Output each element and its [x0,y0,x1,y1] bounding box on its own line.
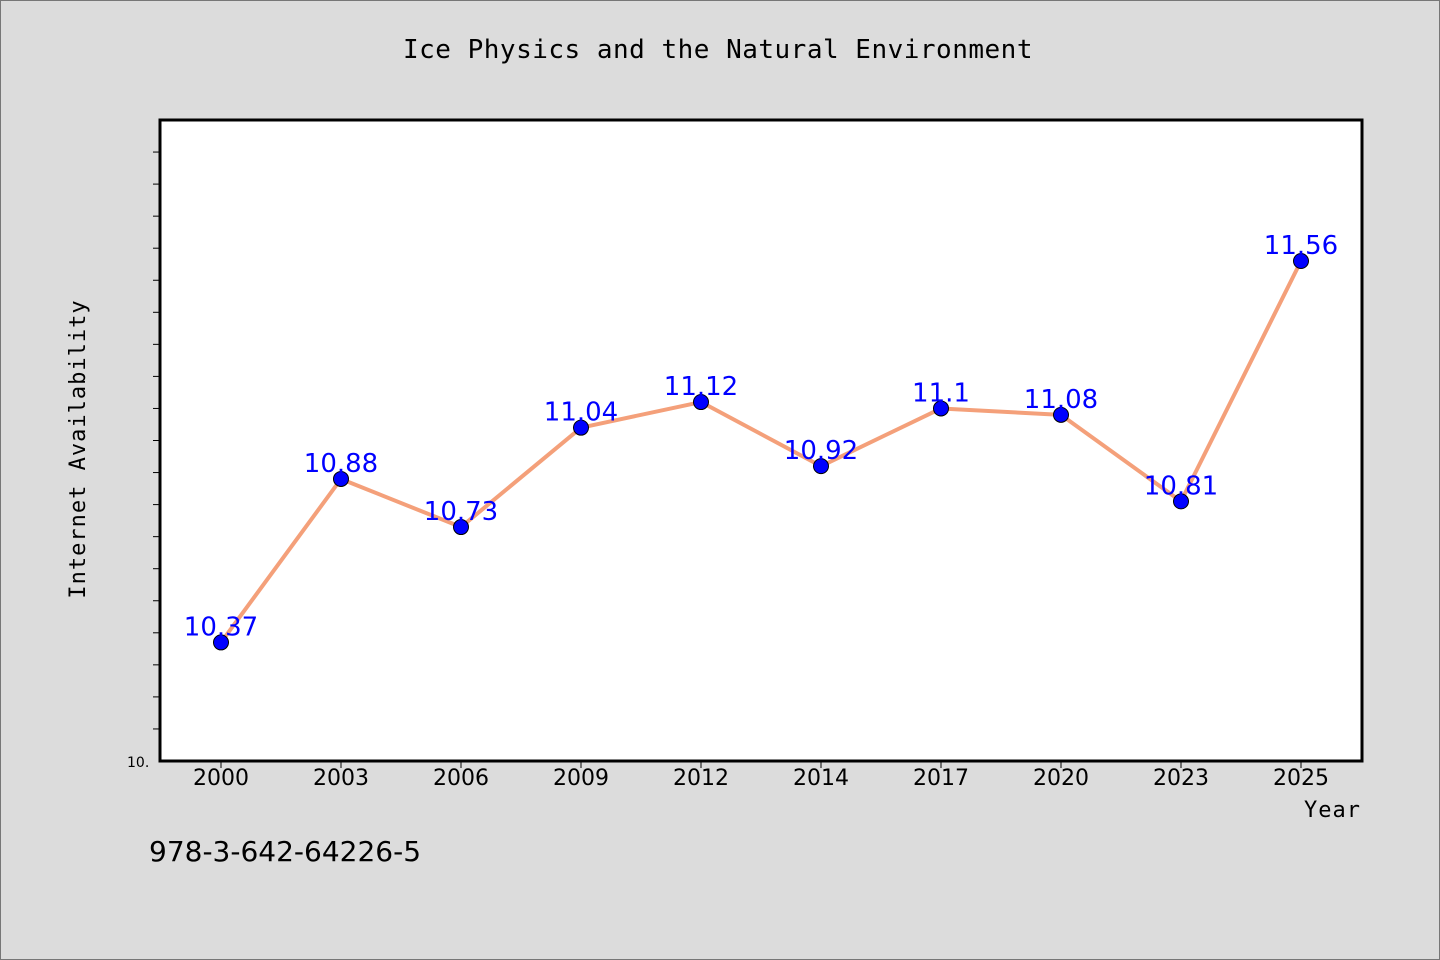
data-point [453,519,469,536]
x-tick-label: 2012 [673,766,729,791]
data-label: 10.73 [424,497,498,527]
data-point [1173,493,1189,510]
y-axis-label: Internet Availability [66,299,91,598]
x-tick-label: 2006 [433,766,489,791]
data-point [573,419,589,436]
data-label: 11.04 [544,398,618,428]
data-point [933,400,949,417]
data-label: 10.88 [304,449,378,479]
isbn-text: 978-3-642-64226-5 [149,835,422,868]
series-polyline [219,260,1303,644]
data-point [1053,406,1069,423]
data-labels: 10.37 10.88 10.73 11.04 11.12 10.92 11.1 11.08 1… [184,231,1338,642]
data-point [813,458,829,475]
data-label: 11.56 [1264,231,1338,261]
data-point [693,394,709,411]
data-point [333,470,349,487]
data-point [213,634,229,651]
data-label: 11.12 [664,372,738,402]
x-axis-label: Year [1304,798,1361,823]
series-line [219,260,1303,644]
x-tick-label: 2025 [1273,766,1329,791]
y-tick-label-min: 10. [127,755,149,771]
chart-title: Ice Physics and the Natural Environment [403,35,1033,65]
x-tick-label: 2003 [313,766,369,791]
x-tick-label: 2000 [193,766,249,791]
x-tick-label: 2017 [913,766,969,791]
data-point [1293,253,1309,270]
x-tick-label: 2009 [553,766,609,791]
x-tick-label: 2020 [1033,766,1089,791]
x-tick-label: 2023 [1153,766,1209,791]
data-label: 10.81 [1144,471,1218,501]
data-label: 11.08 [1024,385,1098,415]
data-label: 10.92 [784,436,858,466]
plot-area [158,118,1364,763]
x-tick-label: 2014 [793,766,849,791]
data-points [213,253,1309,651]
data-label: 10.37 [184,612,258,642]
y-axis-ticks [153,151,160,730]
data-label: 11.1 [912,378,970,408]
x-axis-ticks: 2000 2003 2006 2009 2012 2014 2017 2020 2023 2025 [193,761,1329,791]
